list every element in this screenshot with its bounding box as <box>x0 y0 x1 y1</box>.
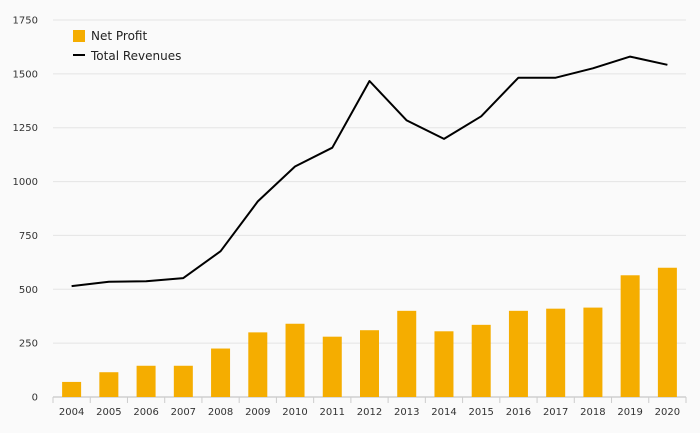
bar-net-profit-2019 <box>620 275 640 397</box>
legend-swatch-net-profit <box>73 30 85 42</box>
y-tick-label: 1250 <box>13 123 38 134</box>
bar-net-profit-2015 <box>471 324 491 397</box>
legend-label-net-profit: Net Profit <box>91 29 147 43</box>
bar-net-profit-2020 <box>657 267 677 397</box>
legend: Net Profit Total Revenues <box>73 29 181 63</box>
x-tick-label: 2018 <box>580 407 605 418</box>
x-tick-label: 2015 <box>468 407 493 418</box>
bar-net-profit-2004 <box>62 381 82 397</box>
bar-net-profit-2016 <box>508 310 528 397</box>
x-tick-label: 2005 <box>96 407 121 418</box>
x-tick-label: 2017 <box>543 407 568 418</box>
bar-net-profit-2012 <box>360 330 379 397</box>
y-tick-label: 500 <box>19 285 38 296</box>
x-tick-label: 2012 <box>357 407 382 418</box>
x-tick-label: 2016 <box>506 407 531 418</box>
x-tick-label: 2010 <box>282 407 307 418</box>
bar-net-profit-2009 <box>248 332 268 397</box>
bar-net-profit-2007 <box>173 365 193 397</box>
x-tick-label: 2013 <box>394 407 419 418</box>
legend-label-total-revenues: Total Revenues <box>90 49 181 63</box>
bar-net-profit-2008 <box>211 348 231 397</box>
x-tick-label: 2008 <box>208 407 233 418</box>
bar-net-profit-2011 <box>322 336 342 397</box>
y-tick-label: 1750 <box>13 16 38 27</box>
bar-net-profit-2017 <box>546 308 566 397</box>
x-tick-label: 2004 <box>59 407 84 418</box>
x-tick-label: 2009 <box>245 407 270 418</box>
line-series <box>71 55 668 288</box>
x-tick-label: 2011 <box>320 407 345 418</box>
bar-net-profit-2006 <box>136 365 156 397</box>
bar-net-profit-2014 <box>434 331 454 397</box>
bar-net-profit-2010 <box>285 323 305 397</box>
y-tick-label: 1000 <box>13 177 38 188</box>
x-tick-label: 2019 <box>617 407 642 418</box>
x-tick-label: 2006 <box>133 407 158 418</box>
bar-net-profit-2005 <box>99 372 119 397</box>
gridlines <box>53 19 686 398</box>
y-tick-label: 0 <box>32 393 38 404</box>
y-tick-label: 250 <box>19 339 38 350</box>
bar-net-profit-2013 <box>397 310 417 397</box>
x-axis-ticks: 2004 2005 2006 2007 2008 2009 2010 2011 2012 2013… <box>52 397 687 418</box>
x-tick-label: 2014 <box>431 407 456 418</box>
y-tick-label: 750 <box>19 231 38 242</box>
bar-series <box>62 267 677 397</box>
y-axis-ticks: 0 250 500 750 1000 1250 1500 1750 <box>13 16 38 404</box>
x-tick-label: 2007 <box>171 407 196 418</box>
x-tick-label: 2020 <box>655 407 680 418</box>
y-tick-label: 1500 <box>13 69 38 80</box>
bar-net-profit-2018 <box>583 307 603 397</box>
line-total-revenues <box>71 55 668 288</box>
